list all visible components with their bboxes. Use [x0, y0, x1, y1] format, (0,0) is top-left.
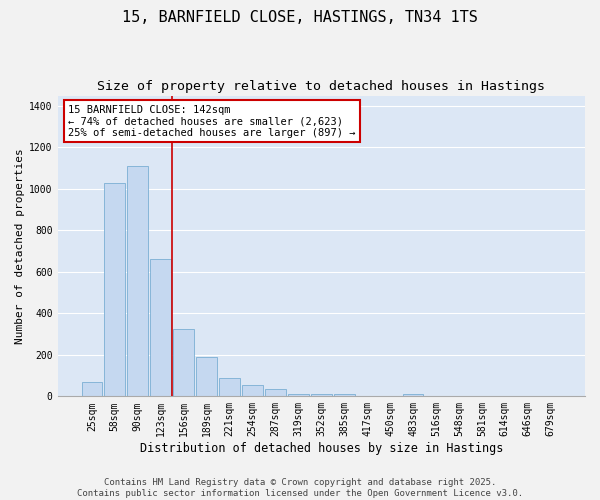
Bar [196, 357, 217, 397]
Bar [311, 394, 332, 396]
Bar [219, 378, 240, 396]
Bar [242, 385, 263, 396]
Bar [104, 182, 125, 396]
Bar [265, 389, 286, 396]
Bar [173, 329, 194, 396]
Bar [288, 394, 308, 396]
Bar [151, 260, 171, 396]
Title: Size of property relative to detached houses in Hastings: Size of property relative to detached ho… [97, 80, 545, 93]
Text: 15 BARNFIELD CLOSE: 142sqm
← 74% of detached houses are smaller (2,623)
25% of s: 15 BARNFIELD CLOSE: 142sqm ← 74% of deta… [68, 104, 356, 138]
Bar [82, 382, 102, 396]
Bar [127, 166, 148, 396]
Bar [334, 394, 355, 396]
Text: Contains HM Land Registry data © Crown copyright and database right 2025.
Contai: Contains HM Land Registry data © Crown c… [77, 478, 523, 498]
X-axis label: Distribution of detached houses by size in Hastings: Distribution of detached houses by size … [140, 442, 503, 455]
Text: 15, BARNFIELD CLOSE, HASTINGS, TN34 1TS: 15, BARNFIELD CLOSE, HASTINGS, TN34 1TS [122, 10, 478, 25]
Bar [403, 394, 424, 396]
Y-axis label: Number of detached properties: Number of detached properties [15, 148, 25, 344]
